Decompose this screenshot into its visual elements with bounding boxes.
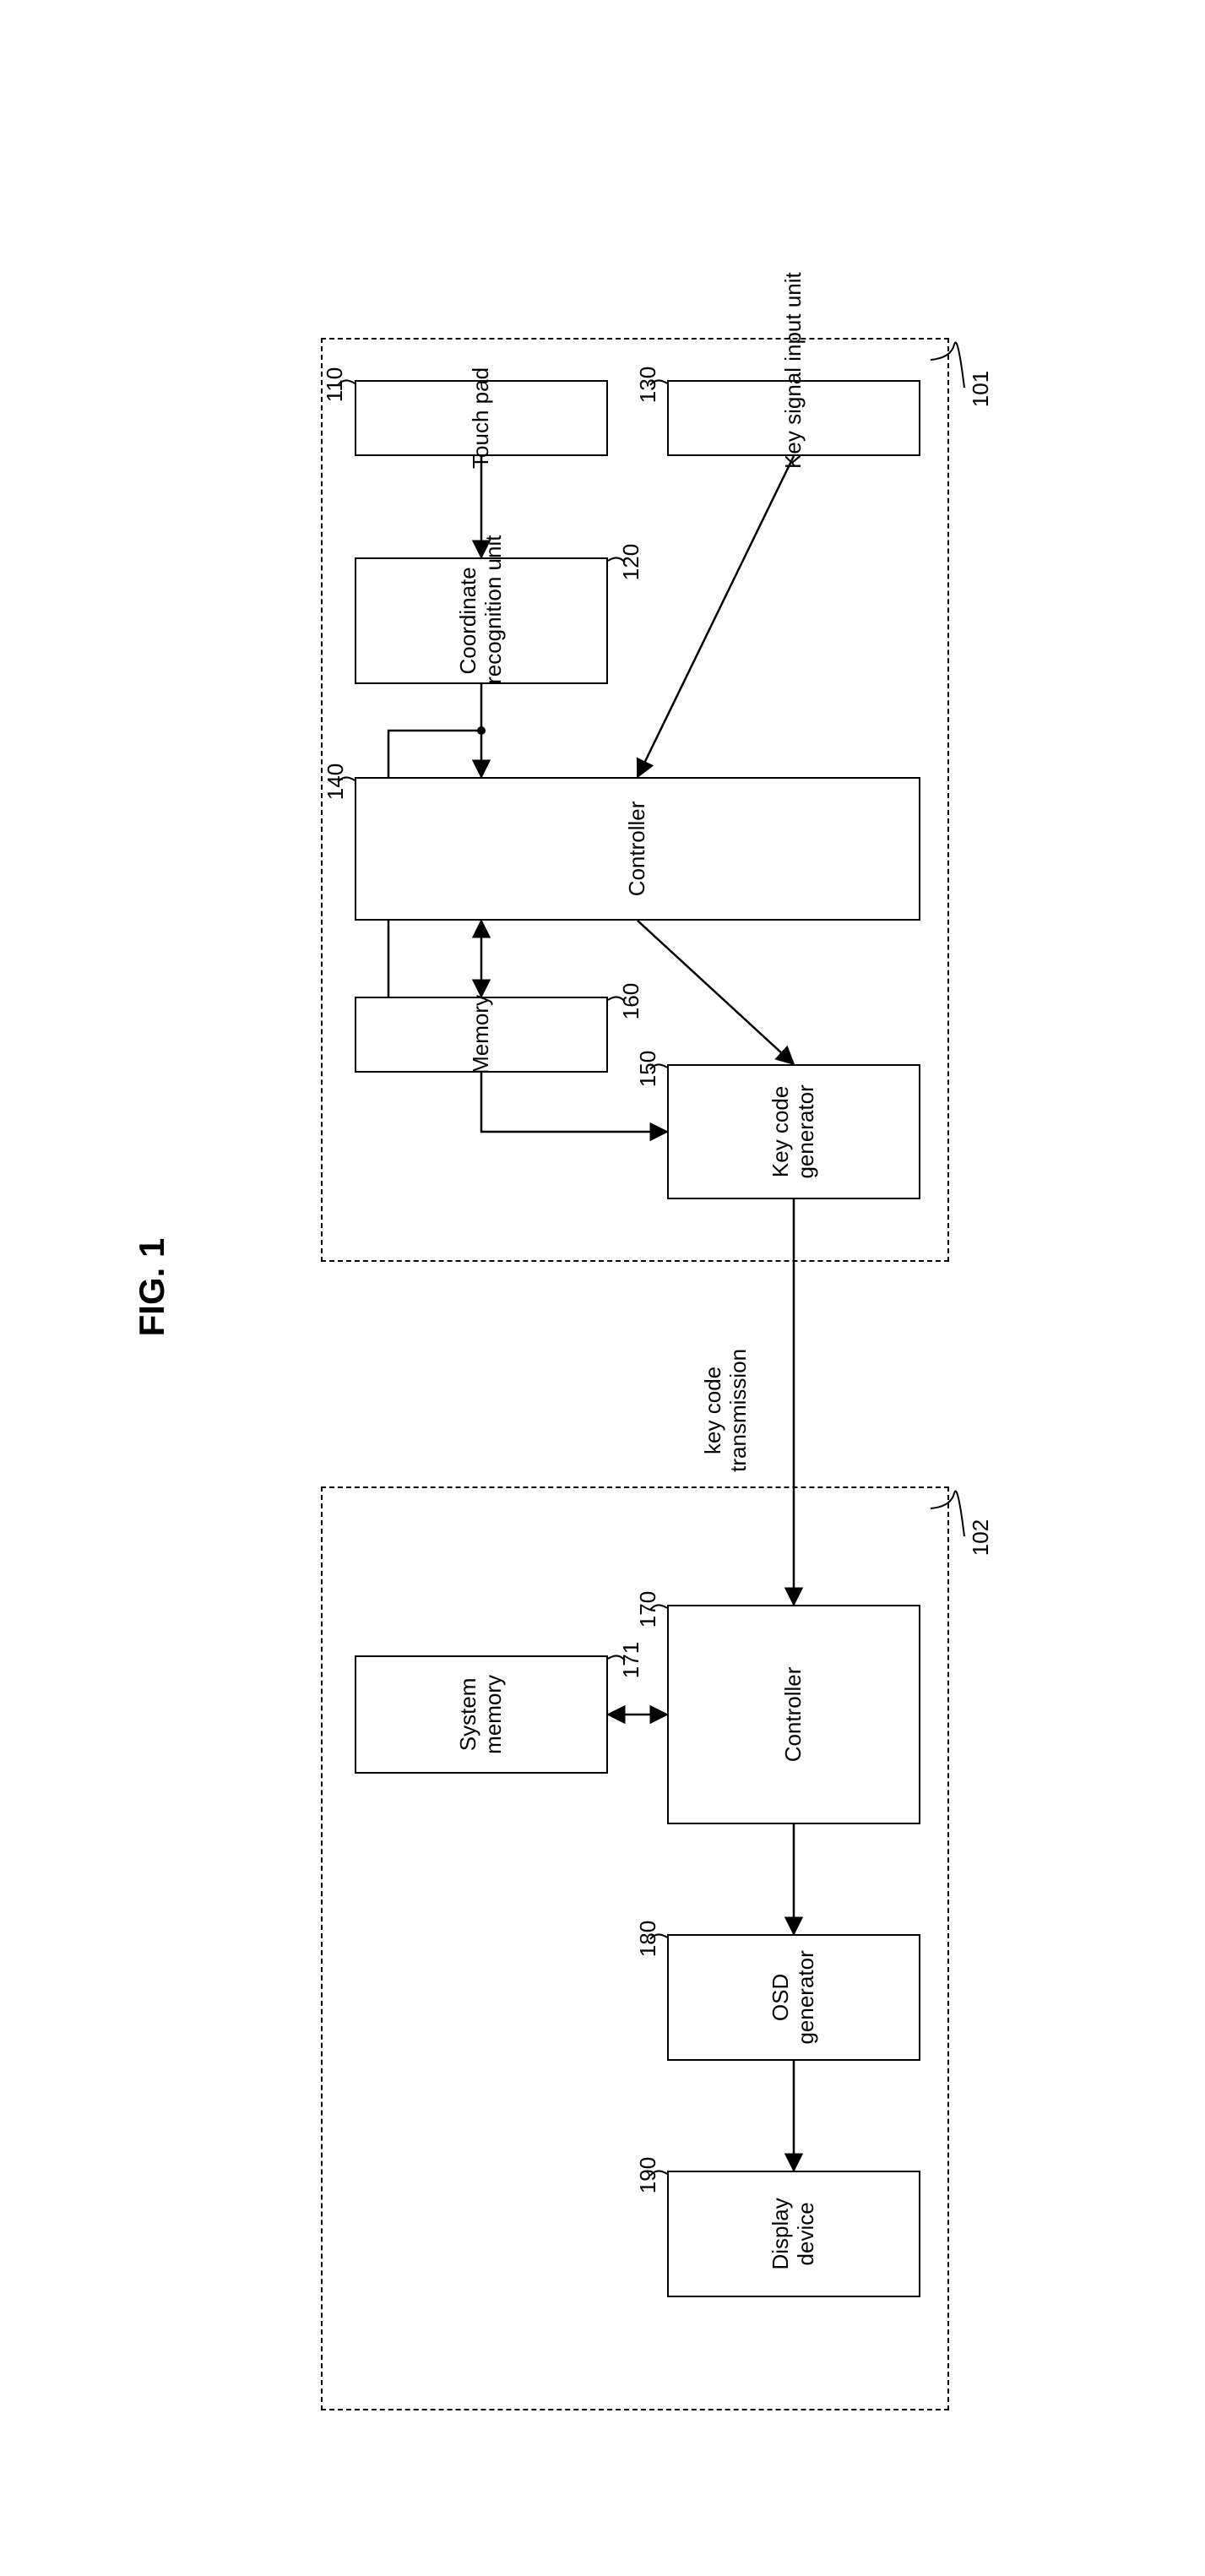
- controller-block-remote-ref: 140: [323, 764, 349, 800]
- subsystem-102-ref: 102: [968, 1519, 994, 1556]
- display-device-block-ref: 190: [635, 2157, 661, 2193]
- memory-block: Memory: [355, 997, 608, 1073]
- controller-block-host-label: Controller: [781, 1605, 806, 1824]
- touch-pad-block: Touch pad: [355, 380, 608, 456]
- diagram-canvas: FIG. 1 101 102 Touch pad 110 Key signal inpu…: [0, 0, 1205, 2576]
- osd-generator-block-ref: 180: [635, 1921, 661, 1957]
- coordinate-recognition-block: Coordinate recognition unit: [355, 557, 608, 684]
- display-device-block-label: Display device: [768, 2171, 819, 2297]
- subsystem-101-ref: 101: [968, 371, 994, 407]
- coordinate-recognition-block-ref: 120: [618, 544, 644, 580]
- system-memory-block: System memory: [355, 1655, 608, 1774]
- touch-pad-block-label: Touch pad: [469, 367, 494, 469]
- key-signal-input-block: Key signal input unit: [667, 380, 920, 456]
- key-code-generator-block-ref: 150: [635, 1051, 661, 1087]
- key-code-generator-block: Key code generator: [667, 1064, 920, 1199]
- osd-generator-block: OSD generator: [667, 1934, 920, 2061]
- controller-block-remote-label: Controller: [625, 777, 650, 921]
- controller-block-host-ref: 170: [635, 1591, 661, 1628]
- display-device-block: Display device: [667, 2171, 920, 2297]
- key-code-generator-block-label: Key code generator: [768, 1064, 819, 1199]
- key-signal-input-block-ref: 130: [635, 367, 661, 403]
- keycode-to-host-label: key code transmission: [701, 1334, 752, 1486]
- controller-block-remote: Controller: [355, 777, 920, 921]
- osd-generator-block-label: OSD generator: [768, 1934, 819, 2061]
- system-memory-block-label: System memory: [456, 1655, 507, 1774]
- touch-pad-block-ref: 110: [322, 367, 348, 402]
- system-memory-block-ref: 171: [618, 1642, 644, 1678]
- figure-title: FIG. 1: [132, 1203, 172, 1372]
- coordinate-recognition-block-label: Coordinate recognition unit: [456, 557, 507, 684]
- key-signal-input-block-label: Key signal input unit: [781, 367, 806, 469]
- memory-block-label: Memory: [469, 984, 494, 1085]
- memory-block-ref: 160: [618, 983, 644, 1019]
- controller-block-host: Controller: [667, 1605, 920, 1824]
